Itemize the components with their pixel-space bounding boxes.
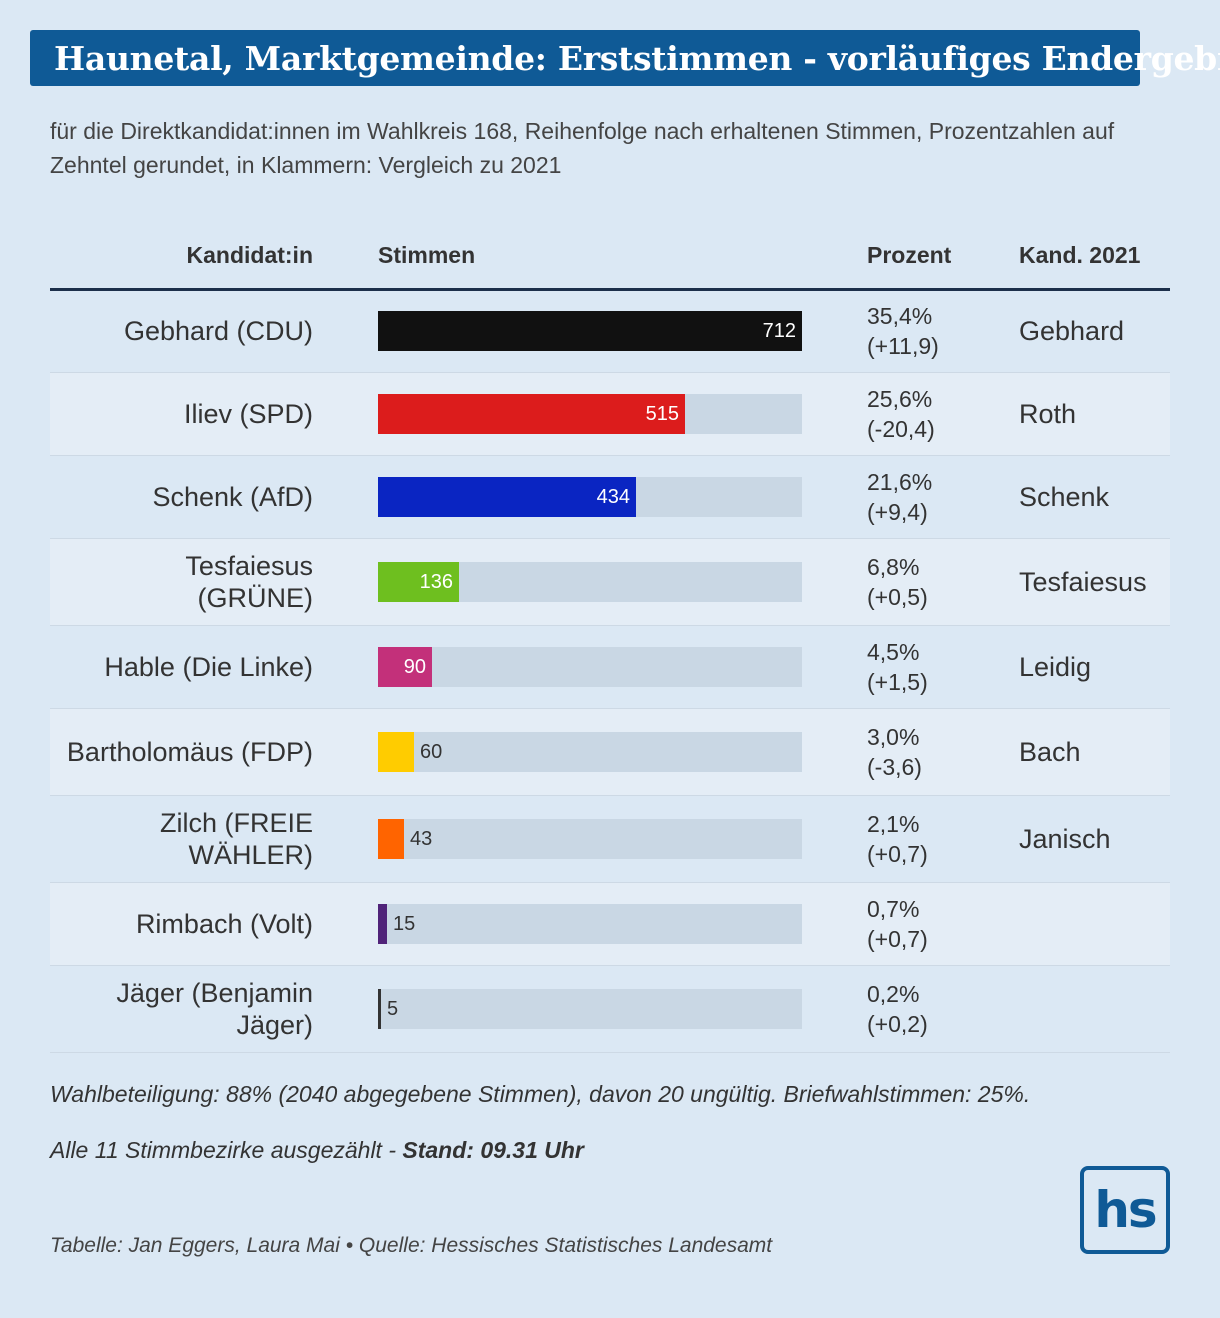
bar — [378, 904, 387, 944]
bar-track: 90 — [378, 647, 802, 687]
bar-track: 15 — [378, 904, 802, 944]
percent-cell: 25,6% (-20,4) — [867, 384, 935, 444]
percent-change: (+9,4) — [867, 499, 928, 525]
candidate-name: Jäger (Benjamin Jäger) — [116, 978, 313, 1040]
bar — [378, 732, 414, 772]
prev-candidate: Tesfaiesus — [1019, 566, 1147, 597]
candidate-name: Gebhard (CDU) — [123, 316, 313, 346]
column-header-percent: Prozent — [867, 242, 952, 268]
table-row: Iliev (SPD) 515 25,6% (-20,4) Roth — [50, 373, 1170, 456]
table-row: Rimbach (Volt) 15 0,7% (+0,7) — [50, 883, 1170, 966]
table-header: Kandidat:in Stimmen Prozent Kand. 2021 — [50, 236, 1170, 291]
subtitle: für die Direktkandidat:innen im Wahlkrei… — [50, 118, 1115, 178]
prev-candidate: Gebhard — [1019, 315, 1125, 346]
bar — [378, 819, 404, 859]
candidate-name: Rimbach (Volt) — [135, 909, 313, 939]
column-header-prev-candidate: Kand. 2021 — [1019, 242, 1141, 268]
prev-candidate: Leidig — [1019, 651, 1092, 682]
percent-change: (-3,6) — [867, 754, 922, 780]
prev-candidate: Bach — [1019, 736, 1081, 767]
percent-value: 0,7% — [867, 896, 920, 922]
bar-value-label: 515 — [645, 403, 679, 425]
table-row: Hable (Die Linke) 90 4,5% (+1,5) Leidig — [50, 626, 1170, 709]
percent-value: 25,6% — [867, 386, 933, 412]
title-banner: Haunetal, Marktgemeinde: Erststimmen - v… — [30, 30, 1220, 86]
bar-track: 60 — [378, 732, 802, 772]
bar-value-label: 434 — [596, 486, 630, 508]
percent-change: (-20,4) — [867, 416, 935, 442]
table-row: Tesfaiesus (GRÜNE) 136 6,8% (+0,5) Tesfaiesu… — [50, 539, 1170, 626]
table-row: Bartholomäus (FDP) 60 3,0% (-3,6) Bach — [50, 709, 1170, 796]
bar-track: 5 — [378, 989, 802, 1029]
bar-value-label: 136 — [419, 571, 453, 593]
bar-value-label: 43 — [410, 828, 433, 850]
count-status-prefix: Alle 11 Stimmbezirke ausgezählt - — [50, 1137, 403, 1163]
turnout-note: Wahlbeteiligung: 88% (2040 abgegebene St… — [50, 1081, 1031, 1107]
percent-value: 35,4% — [867, 303, 933, 329]
percent-change: (+0,7) — [867, 926, 928, 952]
page-title: Haunetal, Marktgemeinde: Erststimmen - v… — [54, 38, 1220, 78]
bar-value-label: 5 — [387, 998, 399, 1020]
hs-logo: hs — [1080, 1166, 1170, 1254]
bar — [378, 562, 459, 602]
bar-track: 712 — [378, 311, 802, 351]
candidate-name: Hable (Die Linke) — [104, 652, 313, 682]
percent-cell: 3,0% (-3,6) — [867, 722, 922, 782]
count-status: Alle 11 Stimmbezirke ausgezählt - Stand:… — [50, 1137, 584, 1164]
candidate-name: Schenk (AfD) — [152, 482, 313, 512]
column-header-votes: Stimmen — [378, 242, 476, 268]
results-table: Gebhard (CDU) 712 35,4% (+11,9) Gebhard Iliev… — [50, 290, 1170, 1053]
candidate-name: Iliev (SPD) — [183, 399, 313, 429]
bar-track: 515 — [378, 394, 802, 434]
table-row: Schenk (AfD) 434 21,6% (+9,4) Schenk — [50, 456, 1170, 539]
bar-track: 136 — [378, 562, 802, 602]
prev-candidate: Schenk — [1019, 481, 1110, 512]
candidate-name: Tesfaiesus (GRÜNE) — [185, 551, 313, 613]
bar — [378, 394, 685, 434]
percent-cell: 21,6% (+9,4) — [867, 467, 932, 527]
bar-value-label: 712 — [762, 320, 796, 342]
percent-change: (+11,9) — [867, 333, 939, 359]
bar — [378, 477, 636, 517]
percent-value: 3,0% — [867, 724, 920, 750]
percent-cell: 4,5% (+1,5) — [867, 637, 928, 697]
percent-value: 21,6% — [867, 469, 933, 495]
bar-value-label: 15 — [393, 913, 416, 935]
percent-change: (+0,5) — [867, 584, 928, 610]
percent-value: 6,8% — [867, 554, 920, 580]
bar — [378, 989, 381, 1029]
bar — [378, 647, 432, 687]
bar — [378, 311, 802, 351]
bar-value-label: 90 — [403, 656, 426, 678]
table-row: Gebhard (CDU) 712 35,4% (+11,9) Gebhard — [50, 290, 1170, 373]
candidate-name: Bartholomäus (FDP) — [66, 737, 313, 767]
percent-change: (+0,7) — [867, 841, 928, 867]
percent-change: (+0,2) — [867, 1011, 928, 1037]
percent-cell: 2,1% (+0,7) — [867, 809, 928, 869]
percent-value: 4,5% — [867, 639, 920, 665]
prev-candidate: Roth — [1019, 398, 1077, 429]
percent-value: 2,1% — [867, 811, 920, 837]
prev-candidate: Janisch — [1019, 823, 1111, 854]
percent-cell: 6,8% (+0,5) — [867, 552, 928, 612]
table-row: Zilch (FREIE WÄHLER) 43 2,1% (+0,7) Janisch — [50, 796, 1170, 883]
candidate-name: Zilch (FREIE WÄHLER) — [159, 808, 313, 870]
bar-value-label: 60 — [420, 741, 443, 763]
table-row: Jäger (Benjamin Jäger) 5 0,2% (+0,2) — [50, 966, 1170, 1053]
bar-track: 434 — [378, 477, 802, 517]
percent-cell: 35,4% (+11,9) — [867, 301, 939, 361]
percent-value: 0,2% — [867, 981, 920, 1007]
percent-cell: 0,7% (+0,7) — [867, 894, 928, 954]
count-status-time: Stand: 09.31 Uhr — [402, 1137, 584, 1163]
bar-track: 43 — [378, 819, 802, 859]
percent-cell: 0,2% (+0,2) — [867, 979, 928, 1039]
source-credit: Tabelle: Jan Eggers, Laura Mai • Quelle:… — [50, 1234, 773, 1257]
column-header-candidate: Kandidat:in — [186, 242, 314, 268]
percent-change: (+1,5) — [867, 669, 928, 695]
